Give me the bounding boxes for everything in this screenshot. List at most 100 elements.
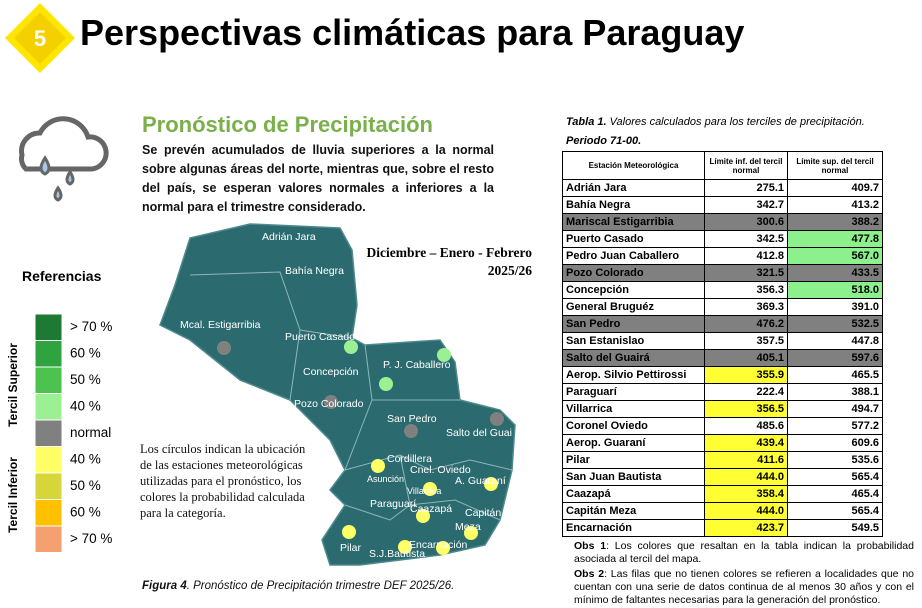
upper-cell: 567.0 bbox=[787, 247, 883, 265]
legend-label: 50 % bbox=[70, 372, 101, 387]
upper-cell: 465.5 bbox=[787, 366, 883, 384]
observation: Obs 1: Los colores que resaltan en la ta… bbox=[574, 540, 914, 566]
rain-drop bbox=[65, 169, 75, 186]
station-dot bbox=[398, 540, 412, 554]
station-dot bbox=[342, 525, 356, 539]
map-period: Diciembre – Enero - Febrero 2025/26 bbox=[350, 244, 532, 280]
observation-text: : Los colores que resaltan en la tabla i… bbox=[574, 540, 914, 565]
lower-cell: 439.4 bbox=[704, 434, 788, 452]
table-row: Encarnación 423.7 549.5 bbox=[562, 519, 883, 537]
station-cell: Puerto Casado bbox=[562, 230, 705, 248]
table-row: Adrián Jara 275.1 409.7 bbox=[562, 179, 883, 197]
table-row: Aerop. Guaraní 439.4 609.6 bbox=[562, 434, 883, 452]
lower-cell: 300.6 bbox=[704, 213, 788, 231]
lower-cell: 356.5 bbox=[704, 400, 788, 418]
map-label: Puerto Casado bbox=[285, 331, 355, 343]
map-label: A. Guaraní bbox=[455, 475, 506, 487]
badge-inner bbox=[14, 12, 66, 64]
station-dot bbox=[484, 477, 498, 491]
rain-drop bbox=[53, 185, 63, 202]
station-cell: Salto del Guairá bbox=[562, 349, 705, 367]
station-cell: Bahía Negra bbox=[562, 196, 705, 214]
header-cell: Límite inf. del tercil normal bbox=[704, 151, 788, 180]
map-label: Capitán bbox=[465, 507, 501, 519]
table-row: Pozo Colorado 321.5 433.5 bbox=[562, 264, 883, 282]
upper-cell: 409.7 bbox=[787, 179, 883, 197]
table-row: Puerto Casado 342.5 477.8 bbox=[562, 230, 883, 248]
rain-icon bbox=[19, 116, 109, 172]
badge-number: 5 bbox=[34, 26, 46, 51]
legend-label: 60 % bbox=[70, 505, 101, 520]
legend-swatch bbox=[34, 393, 63, 421]
lower-cell: 444.0 bbox=[704, 502, 788, 520]
map-label: Meza bbox=[455, 521, 481, 533]
station-cell: Concepción bbox=[562, 281, 705, 299]
station-dot bbox=[379, 377, 393, 391]
observation-label: Obs 1 bbox=[574, 540, 607, 552]
station-dot bbox=[437, 348, 451, 362]
upper-cell: 388.1 bbox=[787, 383, 883, 401]
legend-swatch bbox=[34, 419, 63, 447]
lower-cell: 369.3 bbox=[704, 298, 788, 316]
legend-group-label: Tercil Inferior bbox=[6, 457, 20, 533]
figure-caption: Figura 4. Pronóstico de Precipitación tr… bbox=[142, 580, 454, 592]
upper-cell: 433.5 bbox=[787, 264, 883, 282]
legend-title: Referencias bbox=[22, 268, 102, 284]
upper-cell: 565.4 bbox=[787, 468, 883, 486]
upper-cell: 577.2 bbox=[787, 417, 883, 435]
station-dot bbox=[490, 412, 504, 426]
table-row: Bahía Negra 342.7 413.2 bbox=[562, 196, 883, 214]
upper-cell: 494.7 bbox=[787, 400, 883, 418]
station-cell: San Pedro bbox=[562, 315, 705, 333]
legend-label: > 70 % bbox=[70, 319, 112, 334]
legend-swatch bbox=[34, 313, 63, 341]
map-note: Los círculos indican la ubicación de las… bbox=[140, 442, 306, 520]
map-label: Adrián Jara bbox=[262, 231, 316, 243]
legend-swatch bbox=[34, 340, 63, 368]
upper-cell: 465.4 bbox=[787, 485, 883, 503]
table-row: Pilar 411.6 535.6 bbox=[562, 451, 883, 469]
map-label: Pozo Colorado bbox=[294, 398, 364, 410]
lower-cell: 412.8 bbox=[704, 247, 788, 265]
observation-label: Obs 2 bbox=[574, 568, 605, 580]
table-caption: Tabla 1. Valores calculados para los ter… bbox=[566, 113, 916, 151]
page-title: Perspectivas climáticas para Paraguay bbox=[80, 12, 745, 53]
station-cell: Pozo Colorado bbox=[562, 264, 705, 282]
observations: Obs 1: Los colores que resaltan en la ta… bbox=[574, 540, 914, 608]
legend-label: 60 % bbox=[70, 346, 101, 361]
header-row: Estación Meteorológica Límite inf. del t… bbox=[562, 151, 883, 180]
lower-cell: 405.1 bbox=[704, 349, 788, 367]
station-dots bbox=[217, 340, 504, 555]
lower-cell: 423.7 bbox=[704, 519, 788, 537]
station-dot bbox=[217, 341, 231, 355]
station-cell: Caazapá bbox=[562, 485, 705, 503]
section-text: Se prevén acumulados de lluvia superiore… bbox=[142, 143, 494, 214]
upper-cell: 388.2 bbox=[787, 213, 883, 231]
lower-cell: 355.9 bbox=[704, 366, 788, 384]
station-cell: Encarnación bbox=[562, 519, 705, 537]
terciles-table: Estación Meteorológica Límite inf. del t… bbox=[562, 151, 883, 537]
legend-label: 40 % bbox=[70, 452, 101, 467]
map-label: Mcal. Estigarribia bbox=[180, 319, 261, 331]
map-label: Pilar bbox=[340, 542, 362, 554]
table-row: Capitán Meza 444.0 565.4 bbox=[562, 502, 883, 520]
map-label: P. J. Caballero bbox=[383, 359, 451, 371]
legend-swatch bbox=[34, 525, 63, 553]
table-row: San Pedro 476.2 532.5 bbox=[562, 315, 883, 333]
caption-label: Tabla 1. bbox=[566, 116, 607, 128]
upper-cell: 549.5 bbox=[787, 519, 883, 537]
station-dot bbox=[344, 340, 358, 354]
table-row: Paraguarí 222.4 388.1 bbox=[562, 383, 883, 401]
upper-cell: 532.5 bbox=[787, 315, 883, 333]
lower-cell: 342.7 bbox=[704, 196, 788, 214]
map-label: Salto del Guai bbox=[446, 427, 512, 439]
map-label: S.J.Bautista bbox=[369, 548, 425, 560]
station-dot bbox=[324, 395, 338, 409]
station-cell: Aerop. Guaraní bbox=[562, 434, 705, 452]
station-dot bbox=[416, 509, 430, 523]
map-label: Bahía Negra bbox=[285, 265, 344, 277]
upper-cell: 597.6 bbox=[787, 349, 883, 367]
station-cell: Paraguarí bbox=[562, 383, 705, 401]
